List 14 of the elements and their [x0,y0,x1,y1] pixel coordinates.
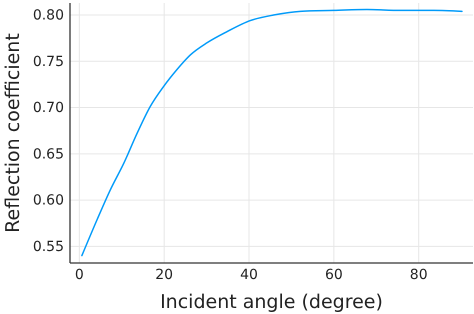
x-tick-label: 60 [324,266,343,283]
x-tick-label: 0 [74,266,84,283]
y-tick-label: 0.65 [32,146,64,162]
y-tick-label: 0.75 [32,54,64,70]
y-tick-label: 0.70 [32,100,64,116]
y-axis-title: Reflection coefficient [2,33,24,233]
x-tick-label: 80 [410,266,428,283]
x-tick-label: 20 [155,266,174,283]
line-series [81,8,463,256]
y-tick-label: 0.80 [32,8,64,24]
y-tick-label: 0.60 [32,192,64,209]
x-axis-title: Incident angle (degree) [160,291,383,313]
x-tick-label: 40 [240,266,258,283]
y-tick-label: 0.55 [32,238,64,255]
